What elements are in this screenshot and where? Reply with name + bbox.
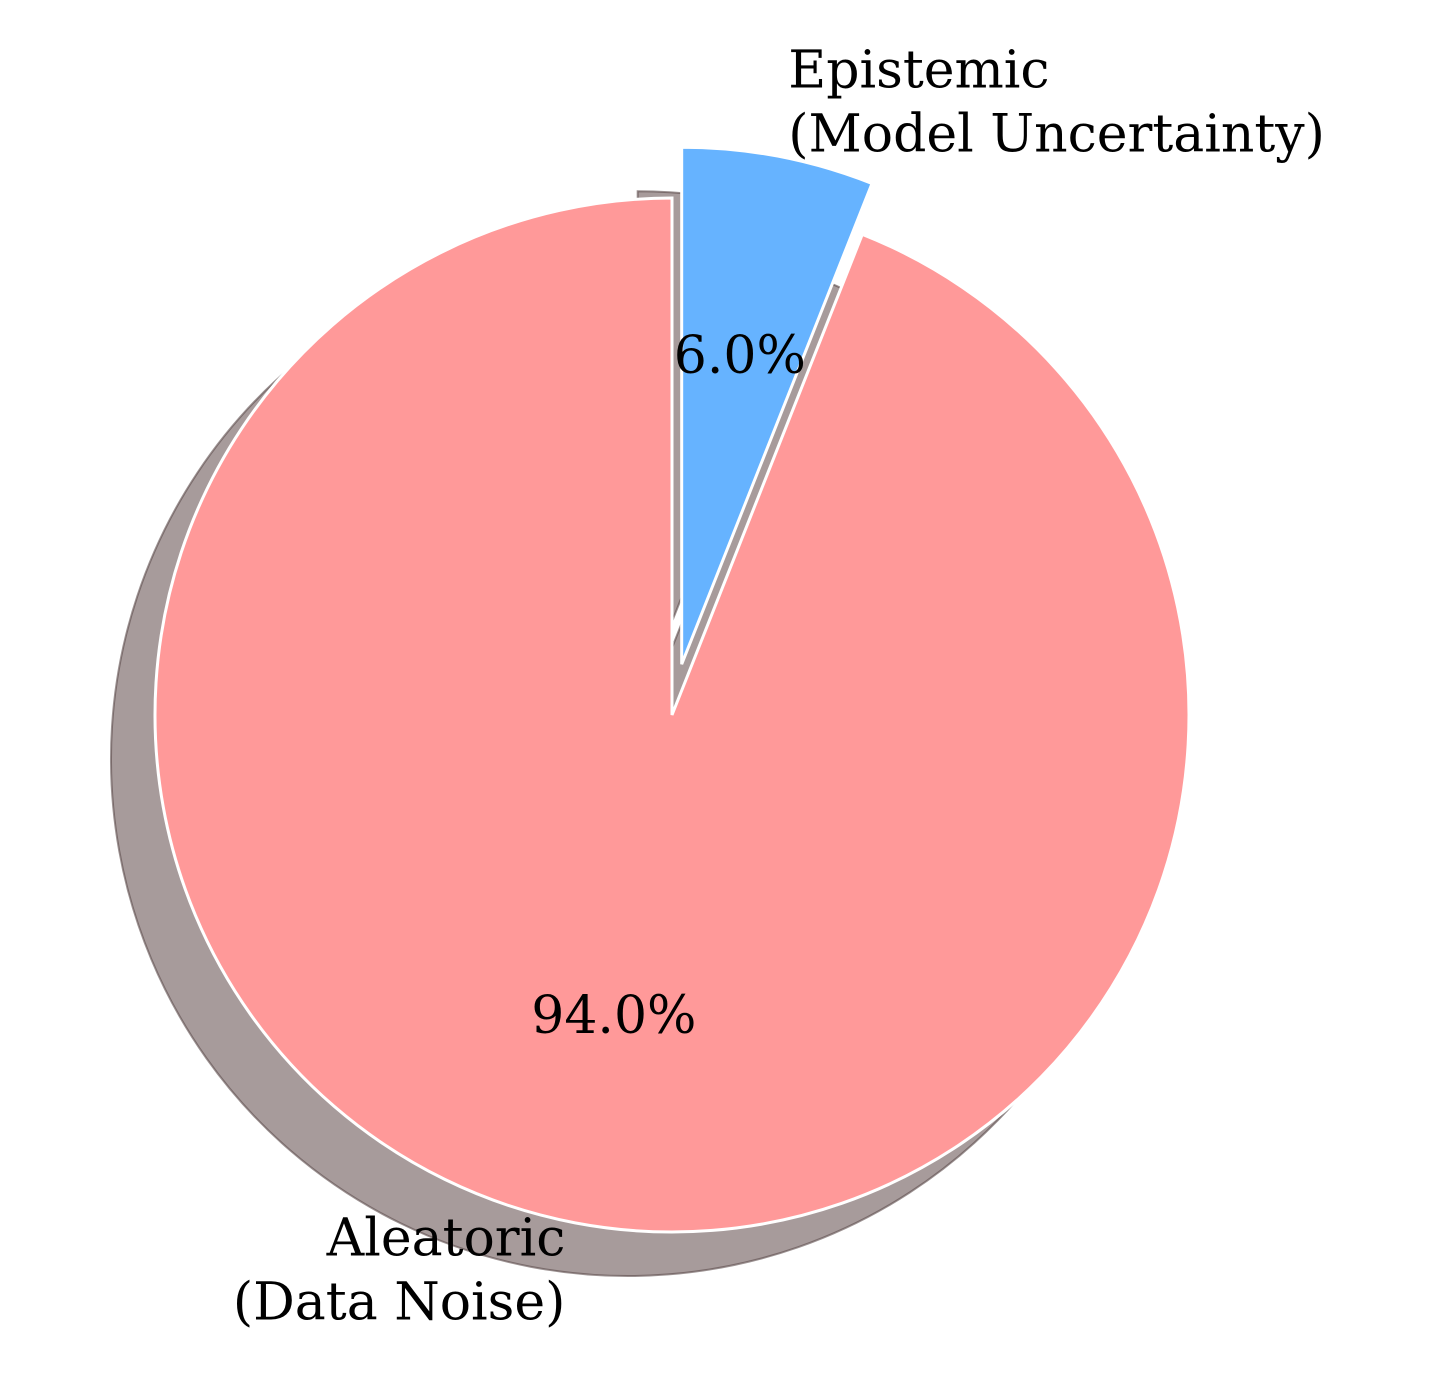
category-label: Epistemic (Model Uncertainty)	[788, 40, 1325, 164]
wedge	[680, 145, 874, 665]
wedge	[153, 196, 1191, 1234]
value-label: 94.0%	[531, 986, 696, 1046]
value-label: 6.0%	[674, 326, 806, 386]
category-label: Aleatoric (Data Noise)	[233, 1208, 566, 1332]
